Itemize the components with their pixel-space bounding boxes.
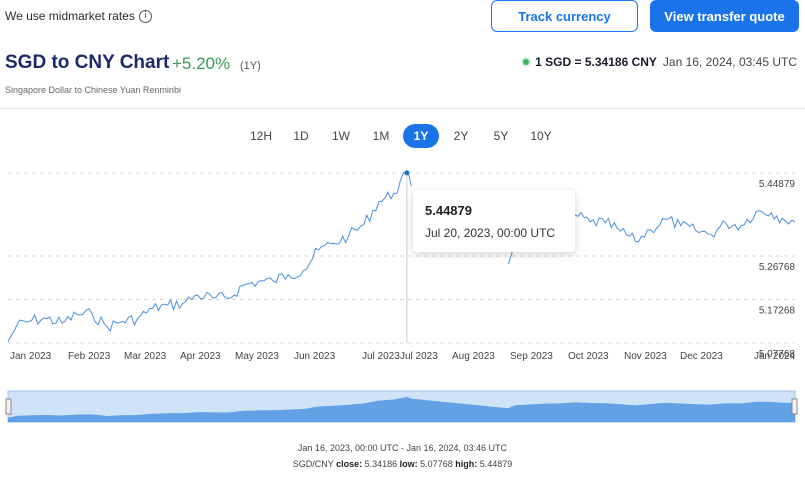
range-5y[interactable]: 5Y [493, 129, 509, 143]
x-tick-label: Jul 2023 [400, 351, 438, 362]
range-10y[interactable]: 10Y [530, 129, 552, 143]
x-tick-label: Oct 2023 [568, 351, 609, 362]
pair-subtitle: Singapore Dollar to Chinese Yuan Renminb… [5, 85, 181, 95]
x-tick-label: Jan 2023 [10, 351, 52, 362]
x-tick-label: Apr 2023 [180, 351, 221, 362]
track-currency-button[interactable]: Track currency [491, 0, 638, 32]
y-tick-label: 5.17268 [759, 305, 796, 316]
range-selector: 12H 1D 1W 1M 1Y 2Y 5Y 10Y [241, 124, 561, 148]
range-1d[interactable]: 1D [293, 129, 309, 143]
navigator-left-handle[interactable] [5, 398, 12, 415]
footer-low-label: low: [399, 459, 418, 469]
y-tick-label: 5.07768 [759, 349, 796, 360]
midmarket-note-text: We use midmarket rates [5, 9, 135, 23]
change-percent: +5.20% [172, 54, 231, 73]
current-rate: 1 SGD = 5.34186 CNY Jan 16, 2024, 03:45 … [523, 55, 797, 69]
live-dot-icon [523, 59, 530, 65]
info-icon[interactable]: i [138, 9, 152, 23]
highlight-point[interactable] [404, 170, 410, 176]
rate-value: 1 SGD = 5.34186 CNY [535, 55, 657, 69]
page-title: SGD to CNY Chart [5, 52, 170, 73]
tooltip-date: Jul 20, 2023, 00:00 UTC [425, 226, 556, 240]
x-tick-label: Nov 2023 [624, 351, 667, 362]
rate-timestamp: Jan 16, 2024, 03:45 UTC [662, 55, 797, 69]
x-tick-label: Jul 2023 [362, 351, 400, 362]
rate-chart[interactable]: 5.44879 5.26768 5.17268 5.07768 Jan 2023 Feb… [0, 150, 805, 430]
footer-stats: SGD/CNY close: 5.34186 low: 5.07768 high… [0, 459, 805, 469]
view-transfer-quote-button[interactable]: View transfer quote [650, 0, 799, 32]
x-tick-label: Aug 2023 [452, 351, 495, 362]
range-1w[interactable]: 1W [332, 129, 350, 143]
midmarket-note: We use midmarket rates i [5, 9, 152, 23]
footer-high: 5.44879 [479, 459, 513, 469]
navigator-area [8, 397, 795, 422]
y-tick-label: 5.44879 [759, 179, 796, 190]
range-12h[interactable]: 12H [249, 129, 272, 143]
footer-pair: SGD/CNY [292, 459, 334, 469]
navigator-right-handle[interactable] [791, 398, 798, 415]
range-2y[interactable]: 2Y [453, 129, 469, 143]
footer-low: 5.07768 [420, 459, 453, 469]
range-1y[interactable]: 1Y [403, 124, 439, 148]
tooltip-value: 5.44879 [425, 203, 472, 218]
range-1m[interactable]: 1M [372, 129, 390, 143]
x-tick-label: Feb 2023 [68, 351, 111, 362]
x-tick-label: Jan 2024 [754, 351, 796, 362]
x-tick-label: Sep 2023 [510, 351, 553, 362]
footer-high-label: high: [455, 459, 478, 469]
x-tick-label: May 2023 [235, 351, 279, 362]
range-navigator[interactable] [5, 390, 798, 423]
footer-close-label: close: [336, 459, 363, 469]
x-tick-label: Dec 2023 [680, 351, 723, 362]
x-tick-label: Jun 2023 [294, 351, 336, 362]
x-tick-label: Mar 2023 [124, 351, 167, 362]
divider [0, 108, 805, 109]
footer-close: 5.34186 [364, 459, 398, 469]
change-period: (1Y) [240, 60, 261, 72]
chart-tooltip: 5.44879 Jul 20, 2023, 00:00 UTC [413, 190, 575, 252]
series-line [7, 171, 796, 342]
footer-range: Jan 16, 2023, 00:00 UTC - Jan 16, 2024, … [297, 443, 508, 453]
y-tick-label: 5.26768 [759, 262, 796, 273]
